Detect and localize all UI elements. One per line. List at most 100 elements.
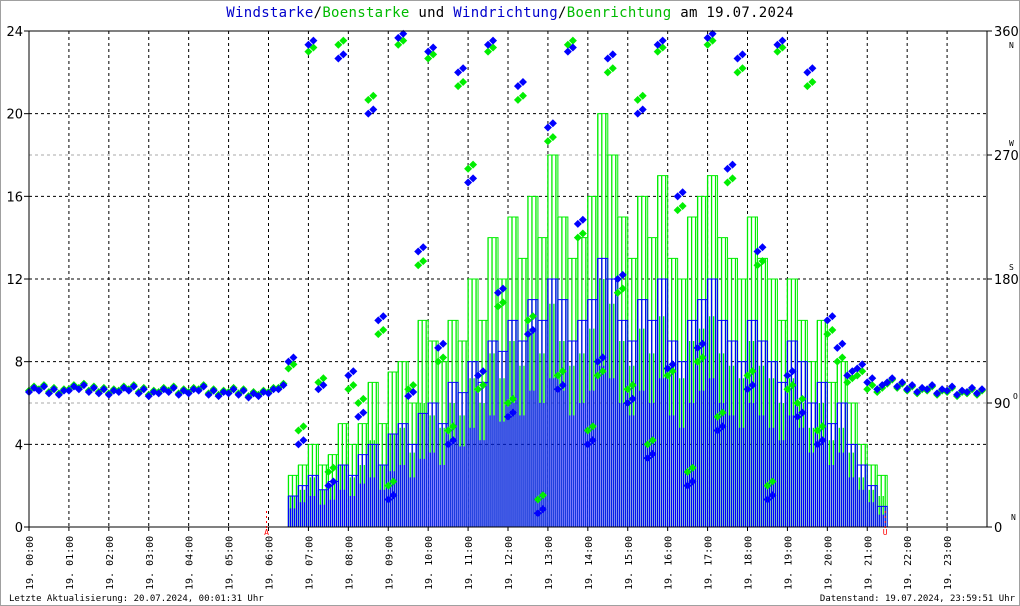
wind-direction-point [409, 387, 418, 396]
wind-direction-point [314, 385, 323, 394]
gust-direction-point [813, 426, 822, 435]
wind-direction-point [868, 374, 877, 383]
gust-direction-point [553, 371, 562, 380]
wind-direction-point [588, 436, 597, 445]
wind-direction-point [753, 247, 762, 256]
x-tick-label: 19. 15:00 [624, 536, 635, 590]
y-right-tick-label: 0 [994, 521, 1002, 536]
wind-direction-point [863, 378, 872, 387]
gust-direction-point [648, 436, 657, 445]
y-left-tick-label: 0 [15, 521, 23, 536]
gust-direction-point [618, 284, 627, 293]
wind-direction-point [833, 343, 842, 352]
gust-direction-point [339, 36, 348, 45]
x-tick-label: 19. 17:00 [704, 536, 715, 590]
gust-direction-point [773, 47, 782, 56]
gust-direction-point [494, 302, 503, 311]
title-part: und [409, 5, 454, 21]
gust-direction-point [633, 95, 642, 104]
wind-direction-point [204, 390, 213, 399]
wind-direction-point [523, 330, 532, 339]
x-tick-label: 19. 13:00 [544, 536, 555, 590]
wind-direction-point [84, 387, 93, 396]
wind-direction-point [608, 50, 617, 59]
wind-direction-point [59, 386, 68, 395]
gust-direction-point [828, 325, 837, 334]
wind-direction-point [843, 371, 852, 380]
wind-direction-point [129, 382, 138, 391]
title-part: / [313, 5, 323, 21]
wind-direction-point [788, 367, 797, 376]
gust-direction-point [568, 36, 577, 45]
wind-direction-point [728, 160, 737, 169]
gust-direction-point [439, 353, 448, 362]
y-right-tick-label: 360 [994, 25, 1019, 40]
gust-direction-point [698, 353, 707, 362]
compass-label: N [1011, 513, 1016, 522]
wind-direction-point [384, 495, 393, 504]
gust-direction-point [738, 64, 747, 73]
wind-direction-point [828, 312, 837, 321]
wind-direction-point [139, 385, 148, 394]
gust-direction-point [504, 399, 512, 407]
gust-direction-point [598, 367, 607, 376]
wind-direction-point [39, 382, 48, 391]
gust-direction-point [454, 82, 463, 91]
gust-direction-point [499, 298, 508, 307]
wind-direction-point [504, 412, 512, 421]
gust-direction-point [434, 357, 443, 366]
gust-direction-point [573, 233, 582, 242]
gust-direction-point [558, 367, 567, 376]
wind-direction-point [678, 188, 687, 197]
gust-direction-point [843, 378, 852, 387]
wind-direction-point [933, 389, 942, 398]
wind-direction-point [374, 316, 383, 325]
wind-direction-point [928, 381, 937, 390]
gust-direction-point [748, 367, 757, 376]
wind-direction-point [893, 382, 902, 391]
gust-direction-point [484, 47, 493, 56]
gust-direction-point [783, 385, 792, 394]
wind-direction-point [344, 371, 353, 380]
x-tick-label: 19. 12:00 [504, 536, 515, 590]
wind-direction-point [813, 440, 822, 449]
wind-direction-point [548, 119, 557, 128]
title-part: Boenrichtung [566, 5, 672, 21]
gust-direction-point [718, 408, 727, 417]
title-part: Windrichtung [453, 5, 559, 21]
wind-direction-point [948, 382, 957, 391]
wind-direction-point [169, 383, 178, 392]
gust-direction-point [324, 467, 333, 476]
wind-direction-point [439, 339, 448, 348]
wind-direction-point [583, 440, 592, 449]
gust-direction-point [683, 467, 692, 476]
wind-direction-point [79, 381, 88, 390]
gust-direction-point [419, 257, 428, 266]
data-status-text: Datenstand: 19.07.2024, 23:59:51 Uhr [819, 594, 1015, 604]
gust-direction-point [678, 201, 687, 210]
wind-direction-point [653, 40, 662, 49]
gust-direction-point [533, 495, 542, 504]
wind-direction-point [798, 408, 807, 417]
wind-direction-point [289, 353, 298, 362]
wind-direction-point [454, 68, 463, 77]
wind-direction-point [688, 477, 697, 486]
wind-direction-point [713, 426, 722, 435]
wind-direction-point [199, 382, 208, 391]
wind-direction-point [903, 385, 912, 394]
wind-direction-point [154, 389, 163, 398]
y-left-tick-label: 24 [6, 25, 23, 40]
wind-direction-point [379, 312, 388, 321]
wind-direction-point [628, 394, 637, 403]
gust-direction-point [743, 371, 752, 380]
x-tick-label: 19. 06:00 [265, 536, 276, 590]
wind-direction-point [459, 64, 468, 73]
x-tick-label: 19. 00:00 [25, 536, 36, 590]
gust-direction-point [713, 412, 722, 421]
wind-direction-point [888, 374, 897, 383]
wind-direction-point [558, 381, 567, 390]
wind-direction-point [469, 174, 478, 183]
wind-direction-point [668, 360, 677, 369]
wind-direction-point [783, 371, 792, 380]
